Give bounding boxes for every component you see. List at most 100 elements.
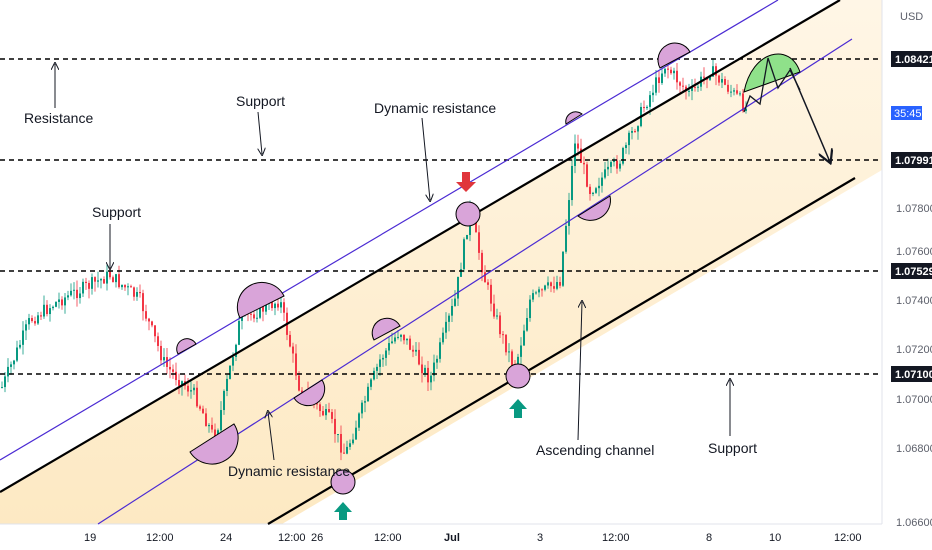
candle-body <box>451 305 453 316</box>
label-support-left: Support <box>92 204 141 220</box>
candle-body <box>70 290 72 296</box>
label-ascending-channel: Ascending channel <box>536 442 654 458</box>
candle-body <box>22 330 24 345</box>
candle-body <box>658 77 660 84</box>
candle-body <box>547 282 549 286</box>
candle-body <box>148 318 150 322</box>
candle-body <box>532 293 534 300</box>
candle-body <box>466 234 468 240</box>
candle-body <box>106 271 108 284</box>
x-tick: 12:00 <box>146 532 174 544</box>
candle-body <box>328 409 330 413</box>
touch-marker <box>505 363 531 389</box>
candle-body <box>553 286 555 289</box>
candle-body <box>340 434 342 453</box>
candle-body <box>571 165 573 201</box>
candle-body <box>139 292 141 294</box>
candle-body <box>163 357 165 361</box>
candle-body <box>703 76 705 78</box>
candle-body <box>37 315 39 324</box>
candle-body <box>496 315 498 317</box>
price-axis <box>882 0 932 524</box>
candle-body <box>619 163 621 169</box>
candle-body <box>259 304 261 318</box>
candle-body <box>10 364 12 367</box>
candle-body <box>31 318 33 322</box>
candle-body <box>289 334 291 347</box>
black-lower-line <box>267 177 856 525</box>
touch-marker <box>565 111 583 125</box>
candle-body <box>592 192 594 195</box>
candle-body <box>667 68 669 70</box>
candle-body <box>721 79 723 83</box>
candle-body <box>52 306 54 309</box>
countdown-text: 35:45 <box>894 108 922 120</box>
touch-markers <box>176 42 691 495</box>
candle-body <box>109 271 111 278</box>
candle-body <box>526 318 528 331</box>
candle-body <box>103 279 105 284</box>
candle-body <box>130 286 132 288</box>
candle-body <box>7 366 9 377</box>
candle-body <box>628 132 630 146</box>
candle-body <box>40 315 42 317</box>
buy-arrow-icon <box>334 502 352 520</box>
annotations: Resistance Support Dynamic resistance Su… <box>24 93 757 479</box>
candle-body <box>622 147 624 164</box>
candle-body <box>82 281 84 294</box>
pointer-dyn-top <box>421 117 430 200</box>
candle-body <box>490 284 492 304</box>
candle-body <box>334 418 336 435</box>
y-tick: 1.07000 <box>896 394 932 406</box>
candle-body <box>400 334 402 337</box>
price-box-text: 1.08421 <box>895 54 932 66</box>
candle-body <box>1 387 3 389</box>
candle-body <box>253 314 255 319</box>
candle-body <box>208 424 210 427</box>
candle-body <box>589 186 591 195</box>
forecast-cap <box>743 53 801 93</box>
candle-body <box>58 299 60 302</box>
x-tick: 12:00 <box>278 532 306 544</box>
candle-body <box>352 439 354 444</box>
candle-body <box>742 93 744 111</box>
candle-body <box>28 318 30 325</box>
candle-body <box>439 342 441 359</box>
candle-body <box>115 274 117 283</box>
candle-body <box>205 413 207 427</box>
candle-body <box>142 293 144 312</box>
pointer-dyn-bottom <box>268 412 275 461</box>
price-box <box>891 51 932 67</box>
candle-body <box>34 321 36 324</box>
candles-layer <box>1 58 747 461</box>
candle-body <box>685 86 687 92</box>
candle-body <box>598 185 600 189</box>
time-axis-ticks: 19 12:00 24 12:00 26 12:00 Jul 3 12:00 8… <box>84 532 862 544</box>
candle-body <box>520 345 522 357</box>
candle-body <box>373 370 375 380</box>
candle-body <box>649 95 651 107</box>
candle-body <box>262 304 264 312</box>
candle-body <box>409 338 411 350</box>
candle-body <box>274 303 276 309</box>
channel-fill <box>0 0 882 524</box>
price-axis-ticks: USD 1.06600 1.06800 1.07000 1.07200 1.07… <box>896 11 932 529</box>
candle-body <box>64 297 66 306</box>
label-support-bottom: Support <box>708 440 757 456</box>
candle-body <box>427 367 429 383</box>
candle-body <box>493 303 495 317</box>
candle-body <box>550 282 552 287</box>
candle-body <box>295 353 297 376</box>
touch-marker <box>189 423 239 465</box>
candle-body <box>634 130 636 132</box>
candle-body <box>76 289 78 299</box>
candle-body <box>463 239 465 270</box>
candle-body <box>358 413 360 428</box>
candle-body <box>421 364 423 374</box>
buy-arrow-icon <box>509 399 527 418</box>
candle-body <box>25 324 27 331</box>
candle-body <box>97 280 99 282</box>
candle-body <box>442 332 444 343</box>
label-support-top: Support <box>236 93 285 109</box>
